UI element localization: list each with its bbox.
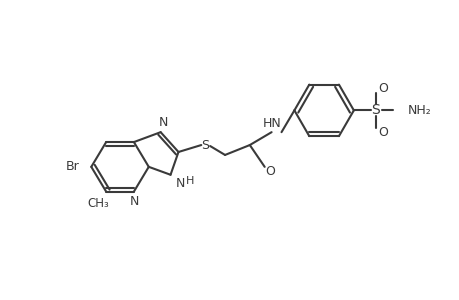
Text: O: O: [378, 82, 388, 95]
Text: O: O: [378, 126, 388, 139]
Text: O: O: [265, 165, 275, 178]
Text: Br: Br: [66, 160, 79, 173]
Text: HN: HN: [263, 117, 281, 130]
Text: H: H: [186, 176, 194, 186]
Text: S: S: [370, 103, 379, 117]
Text: S: S: [201, 139, 209, 152]
Text: N: N: [175, 177, 185, 190]
Text: N: N: [130, 195, 139, 208]
Text: N: N: [159, 116, 168, 129]
Text: NH₂: NH₂: [407, 104, 430, 117]
Text: CH₃: CH₃: [87, 197, 109, 210]
